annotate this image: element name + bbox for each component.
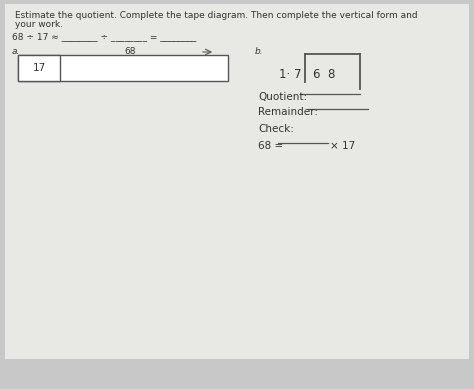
Text: 68 =: 68 = <box>258 141 283 151</box>
Text: Check:: Check: <box>258 124 294 134</box>
Text: 17: 17 <box>32 63 46 73</box>
Text: your work.: your work. <box>15 20 63 29</box>
Text: 68 ÷ 17 ≈ ________ ÷ ________ = ________: 68 ÷ 17 ≈ ________ ÷ ________ = ________ <box>12 32 196 41</box>
Text: b.: b. <box>255 47 264 56</box>
Text: Quotient:: Quotient: <box>258 92 307 102</box>
Bar <box>18 55 228 81</box>
Text: a.: a. <box>12 47 20 56</box>
Text: 6  8: 6 8 <box>313 68 336 81</box>
Text: Estimate the quotient. Complete the tape diagram. Then complete the vertical for: Estimate the quotient. Complete the tape… <box>15 11 418 20</box>
Text: 68: 68 <box>124 47 136 56</box>
Text: × 17: × 17 <box>330 141 355 151</box>
Text: Remainder:: Remainder: <box>258 107 318 117</box>
Text: 1· 7: 1· 7 <box>280 68 302 81</box>
Bar <box>18 55 60 81</box>
